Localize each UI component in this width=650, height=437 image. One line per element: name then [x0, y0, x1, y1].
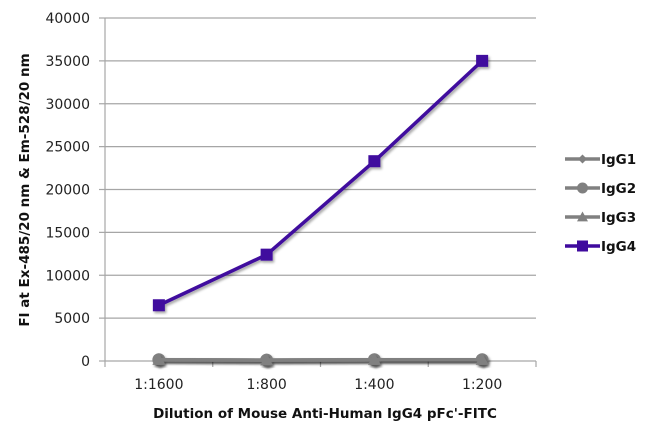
- y-tick-label: 15000: [45, 225, 90, 241]
- y-tick-label: 30000: [45, 97, 90, 113]
- y-axis: 0 5000 10000 15000 20000 25000 30000 35000 40000: [45, 11, 106, 370]
- series-igg4: [152, 54, 489, 312]
- series-group: [152, 54, 489, 367]
- triangle-marker: [475, 353, 489, 365]
- y-tick-label: 10000: [45, 268, 90, 284]
- y-tick-label: 0: [81, 354, 90, 370]
- square-marker: [368, 155, 381, 168]
- legend-item-igg2: IgG2: [565, 181, 636, 197]
- triangle-marker: [367, 353, 381, 365]
- x-axis: 1:1600 1:800 1:400 1:200: [104, 360, 537, 393]
- triangle-icon: [577, 211, 588, 222]
- legend-item-igg1: IgG1: [565, 152, 636, 168]
- square-icon: [577, 240, 588, 252]
- square-marker: [260, 248, 273, 261]
- y-tick-label: 35000: [45, 54, 90, 70]
- legend-label: IgG4: [601, 239, 636, 255]
- x-tick-label: 1:800: [246, 377, 286, 393]
- square-marker: [476, 54, 489, 67]
- legend-item-igg4: IgG4: [565, 239, 636, 255]
- diamond-icon: [578, 154, 587, 164]
- y-axis-title: FI at Ex-485/20 nm & Em-528/20 nm: [17, 53, 33, 326]
- legend-item-igg3: IgG3: [565, 210, 636, 226]
- series-line: [158, 59, 484, 307]
- triangle-marker: [260, 353, 274, 366]
- circle-icon: [577, 182, 588, 194]
- square-marker: [152, 299, 165, 312]
- legend: IgG1 IgG2 IgG3 IgG4: [565, 152, 636, 255]
- x-tick-label: 1:1600: [134, 377, 183, 393]
- x-tick-label: 1:400: [354, 377, 394, 393]
- legend-label: IgG2: [601, 181, 636, 197]
- gridlines: [105, 17, 536, 319]
- y-tick-label: 40000: [45, 11, 90, 27]
- x-tick-label: 1:200: [462, 377, 502, 393]
- y-tick-label: 20000: [45, 183, 90, 199]
- x-axis-title: Dilution of Mouse Anti-Human IgG4 pFc'-F…: [153, 406, 497, 422]
- triangle-marker: [152, 353, 166, 365]
- y-tick-label: 5000: [54, 311, 90, 327]
- y-tick-label: 25000: [45, 140, 90, 156]
- series-igg3: [152, 353, 489, 366]
- legend-label: IgG1: [601, 152, 636, 168]
- legend-label: IgG3: [601, 210, 636, 226]
